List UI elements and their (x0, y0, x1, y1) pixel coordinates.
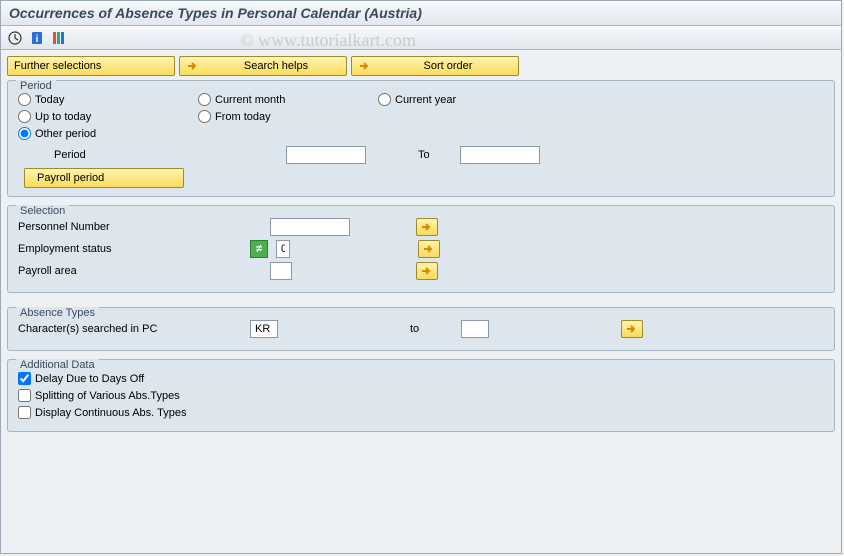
not-equal-icon[interactable]: ≠ (250, 240, 268, 258)
payroll-period-label: Payroll period (37, 172, 104, 184)
absence-legend: Absence Types (16, 307, 99, 319)
char-from-input[interactable] (250, 320, 278, 338)
arrow-right-icon (186, 59, 200, 73)
employment-status-label: Employment status (18, 243, 188, 255)
char-to-input[interactable] (461, 320, 489, 338)
radio-current-month-input[interactable] (198, 93, 211, 106)
period-legend: Period (16, 80, 56, 92)
radio-current-year-label: Current year (395, 94, 456, 106)
emp-status-multiple-button[interactable] (418, 240, 440, 258)
delay-label: Delay Due to Days Off (35, 373, 144, 385)
window-title: Occurrences of Absence Types in Personal… (9, 5, 422, 21)
period-group: Period Today Current month Current year (7, 80, 835, 197)
radio-from-today[interactable]: From today (198, 110, 378, 123)
search-helps-label: Search helps (244, 60, 308, 72)
radio-current-year[interactable]: Current year (378, 93, 558, 106)
variant-icon[interactable] (51, 30, 67, 46)
sap-window: Occurrences of Absence Types in Personal… (0, 0, 842, 554)
search-helps-button[interactable]: Search helps (179, 56, 347, 76)
selection-legend: Selection (16, 205, 69, 217)
personnel-number-input[interactable] (270, 218, 350, 236)
personnel-number-label: Personnel Number (18, 221, 188, 233)
payroll-period-button[interactable]: Payroll period (24, 168, 184, 188)
period-from-label: Period (54, 149, 194, 161)
payroll-area-multiple-button[interactable] (416, 262, 438, 280)
radio-today-label: Today (35, 94, 64, 106)
payroll-area-input[interactable] (270, 262, 292, 280)
radio-other-period[interactable]: Other period (18, 127, 198, 140)
radio-other-period-input[interactable] (18, 127, 31, 140)
split-checkbox-row[interactable]: Splitting of Various Abs.Types (18, 389, 824, 402)
selection-button-row: Further selections Search helps Sort ord… (7, 56, 835, 76)
period-to-input[interactable] (460, 146, 540, 164)
additional-data-group: Additional Data Delay Due to Days Off Sp… (7, 359, 835, 432)
radio-other-period-label: Other period (35, 128, 96, 140)
further-selections-button[interactable]: Further selections (7, 56, 175, 76)
delay-checkbox[interactable] (18, 372, 31, 385)
arrow-right-icon (358, 59, 372, 73)
radio-from-today-label: From today (215, 111, 271, 123)
cont-label: Display Continuous Abs. Types (35, 407, 186, 419)
sort-order-label: Sort order (424, 60, 473, 72)
info-icon[interactable]: i (29, 30, 45, 46)
char-to-label: to (410, 323, 419, 335)
personnel-multiple-button[interactable] (416, 218, 438, 236)
app-toolbar: i (1, 26, 841, 50)
additional-legend: Additional Data (16, 359, 99, 371)
delay-checkbox-row[interactable]: Delay Due to Days Off (18, 372, 824, 385)
radio-today[interactable]: Today (18, 93, 198, 106)
svg-text:i: i (36, 34, 39, 45)
period-to-label: To (418, 149, 430, 161)
radio-from-today-input[interactable] (198, 110, 211, 123)
radio-up-to-today-input[interactable] (18, 110, 31, 123)
execute-icon[interactable] (7, 30, 23, 46)
radio-current-month-label: Current month (215, 94, 285, 106)
further-selections-label: Further selections (14, 60, 101, 72)
period-from-input[interactable] (286, 146, 366, 164)
radio-up-to-today[interactable]: Up to today (18, 110, 198, 123)
payroll-area-label: Payroll area (18, 265, 188, 277)
radio-current-month[interactable]: Current month (198, 93, 378, 106)
employment-status-input[interactable] (276, 240, 290, 258)
split-label: Splitting of Various Abs.Types (35, 390, 180, 402)
cont-checkbox-row[interactable]: Display Continuous Abs. Types (18, 406, 824, 419)
title-bar: Occurrences of Absence Types in Personal… (1, 1, 841, 26)
content-area: Further selections Search helps Sort ord… (1, 50, 841, 446)
sort-order-button[interactable]: Sort order (351, 56, 519, 76)
radio-current-year-input[interactable] (378, 93, 391, 106)
radio-up-to-today-label: Up to today (35, 111, 91, 123)
char-searched-label: Character(s) searched in PC (18, 323, 218, 335)
absence-types-group: Absence Types Character(s) searched in P… (7, 307, 835, 351)
radio-today-input[interactable] (18, 93, 31, 106)
cont-checkbox[interactable] (18, 406, 31, 419)
split-checkbox[interactable] (18, 389, 31, 402)
selection-group: Selection Personnel Number Employment st… (7, 205, 835, 293)
char-multiple-button[interactable] (621, 320, 643, 338)
